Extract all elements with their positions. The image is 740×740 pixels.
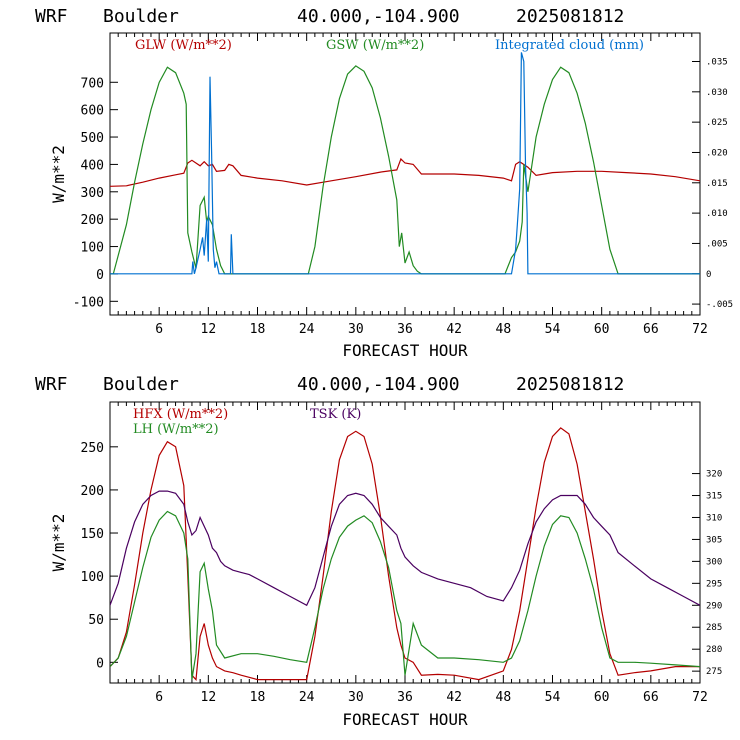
x-tick-label: 18 xyxy=(250,690,266,705)
series-line-2 xyxy=(110,510,700,680)
x-tick-label: 60 xyxy=(594,690,610,705)
y-tick-label: 700 xyxy=(81,76,104,91)
header-model: WRF xyxy=(35,6,68,27)
y-tick-label: 500 xyxy=(81,131,104,146)
y-tick-label: 400 xyxy=(81,158,104,173)
legend-entry: LH (W/m**2) xyxy=(133,422,219,437)
header-init-time: 2025081812 xyxy=(516,374,624,395)
x-tick-label: 48 xyxy=(496,322,512,337)
x-tick-label: 36 xyxy=(397,322,413,337)
y2-tick-label: 300 xyxy=(706,557,722,567)
chart-panel-1: WRF Boulder 40.000,-104.900 2025081812 6 12 18… xyxy=(35,6,733,360)
legend-entry: GSW (W/m**2) xyxy=(326,38,424,53)
y2-tick-label: .020 xyxy=(706,148,728,158)
y2-tick-label: 315 xyxy=(706,492,722,502)
plot-frame xyxy=(109,32,701,316)
x-tick-label: 54 xyxy=(545,322,561,337)
y-tick-label: 100 xyxy=(81,241,104,256)
series-line-1 xyxy=(110,157,700,187)
y-tick-label: 200 xyxy=(81,213,104,228)
x-tick-label: 30 xyxy=(348,690,364,705)
y2-tick-label: 280 xyxy=(706,645,722,655)
series-line-1 xyxy=(110,427,700,681)
y2-tick-label: .025 xyxy=(706,118,728,128)
y2-tick-label: 285 xyxy=(706,623,722,633)
y2-tick-label: 275 xyxy=(706,667,722,677)
y2-tick-label: .015 xyxy=(706,179,728,189)
y-tick-label: 0 xyxy=(96,656,104,671)
x-tick-label: 72 xyxy=(692,690,708,705)
y-axis-label: W/m**2 xyxy=(49,145,68,203)
x-tick-label: 12 xyxy=(201,690,217,705)
y-tick-label: 100 xyxy=(81,570,104,585)
x-tick-label: 24 xyxy=(299,322,315,337)
x-tick-label: 36 xyxy=(397,690,413,705)
y-tick-label: 600 xyxy=(81,104,104,119)
y2-tick-label: 290 xyxy=(706,601,722,611)
y2-tick-label: .005 xyxy=(706,239,728,249)
y2-tick-label: .010 xyxy=(706,209,728,219)
x-tick-label: 42 xyxy=(446,322,462,337)
y2-tick-label: 320 xyxy=(706,470,722,480)
x-tick-label: 24 xyxy=(299,690,315,705)
plot-frame xyxy=(109,401,701,684)
y2-tick-label: 310 xyxy=(706,513,722,523)
series-line-2 xyxy=(110,65,700,275)
x-tick-label: 6 xyxy=(155,690,163,705)
x-tick-label: 12 xyxy=(201,322,217,337)
series-line-3 xyxy=(110,490,700,607)
y-tick-label: 150 xyxy=(81,527,104,542)
x-tick-label: 54 xyxy=(545,690,561,705)
x-tick-label: 66 xyxy=(643,690,659,705)
header-site: Boulder xyxy=(103,374,179,395)
x-tick-label: 42 xyxy=(446,690,462,705)
x-axis-label: FORECAST HOUR xyxy=(342,341,468,360)
y-tick-label: 0 xyxy=(96,268,104,283)
series-line-3 xyxy=(110,52,700,275)
header-coords: 40.000,-104.900 xyxy=(297,6,460,27)
x-tick-label: 66 xyxy=(643,322,659,337)
x-tick-label: 6 xyxy=(155,322,163,337)
x-tick-label: 48 xyxy=(496,690,512,705)
chart-panel-2: WRF Boulder 40.000,-104.900 2025081812 6 12 18… xyxy=(35,374,722,729)
legend-entry: Integrated cloud (mm) xyxy=(495,38,644,53)
x-tick-label: 30 xyxy=(348,322,364,337)
y2-tick-label: .035 xyxy=(706,58,728,68)
x-axis-label: FORECAST HOUR xyxy=(342,710,468,729)
y-tick-label: 300 xyxy=(81,186,104,201)
header-site: Boulder xyxy=(103,6,179,27)
x-tick-label: 72 xyxy=(692,322,708,337)
y2-tick-label: 295 xyxy=(706,579,722,589)
y2-tick-label: 305 xyxy=(706,535,722,545)
legend-entry: GLW (W/m**2) xyxy=(135,38,232,53)
header-coords: 40.000,-104.900 xyxy=(297,374,460,395)
y2-tick-label: -.005 xyxy=(706,300,733,310)
y-tick-label: 50 xyxy=(88,613,104,628)
header-model: WRF xyxy=(35,374,68,395)
legend-entry: TSK (K) xyxy=(310,407,361,422)
x-tick-label: 18 xyxy=(250,322,266,337)
header-init-time: 2025081812 xyxy=(516,6,624,27)
y-axis-label: W/m**2 xyxy=(49,514,68,572)
y2-tick-label: 0 xyxy=(706,270,711,280)
legend-entry: HFX (W/m**2) xyxy=(133,407,228,422)
y-tick-label: 250 xyxy=(81,441,104,456)
y-tick-label: 200 xyxy=(81,484,104,499)
x-tick-label: 60 xyxy=(594,322,610,337)
y-tick-label: -100 xyxy=(73,295,104,310)
y2-tick-label: .030 xyxy=(706,88,728,98)
